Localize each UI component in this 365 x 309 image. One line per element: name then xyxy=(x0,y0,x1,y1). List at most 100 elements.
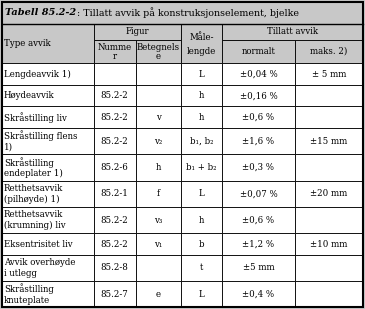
Text: v: v xyxy=(155,113,161,122)
Bar xyxy=(181,24,222,63)
Bar xyxy=(181,233,222,255)
Text: Skråstilling liv: Skråstilling liv xyxy=(4,112,67,123)
Bar xyxy=(2,2,363,24)
Bar xyxy=(135,40,181,63)
Bar xyxy=(94,233,135,255)
Text: ±0,6 %: ±0,6 % xyxy=(242,216,274,225)
Text: 1): 1) xyxy=(4,142,13,151)
Bar xyxy=(135,63,181,85)
Text: ±0,3 %: ±0,3 % xyxy=(242,163,274,172)
Bar xyxy=(295,233,363,255)
Text: Retthetsavvik: Retthetsavvik xyxy=(4,184,64,193)
Text: 85.2-7: 85.2-7 xyxy=(101,290,128,299)
Text: ±1,6 %: ±1,6 % xyxy=(242,137,274,146)
Text: endeplater 1): endeplater 1) xyxy=(4,169,63,178)
Text: ±0,16 %: ±0,16 % xyxy=(239,91,277,100)
Text: : Tillatt avvik på konstruksjonselement, bjelke: : Tillatt avvik på konstruksjonselement,… xyxy=(77,7,299,18)
Bar xyxy=(295,63,363,85)
Text: ±1,2 %: ±1,2 % xyxy=(242,239,274,248)
Text: b: b xyxy=(199,239,204,248)
Text: h: h xyxy=(199,91,204,100)
Text: b₁, b₂: b₁, b₂ xyxy=(190,137,213,146)
Text: 85.2-2: 85.2-2 xyxy=(101,239,128,248)
Bar xyxy=(222,63,295,85)
Bar xyxy=(295,154,363,181)
Text: 85.2-2: 85.2-2 xyxy=(101,113,128,122)
Bar xyxy=(222,154,295,181)
Bar xyxy=(2,85,94,107)
Bar xyxy=(222,40,295,63)
Text: maks. 2): maks. 2) xyxy=(310,47,347,56)
Text: (krumning) liv: (krumning) liv xyxy=(4,221,66,231)
Bar xyxy=(222,207,295,233)
Bar xyxy=(94,107,135,128)
Bar xyxy=(135,207,181,233)
Bar xyxy=(135,233,181,255)
Bar xyxy=(94,24,181,40)
Text: L: L xyxy=(199,189,204,198)
Text: L: L xyxy=(199,290,204,299)
Text: ±20 mm: ±20 mm xyxy=(310,189,347,198)
Text: Skråstilling: Skråstilling xyxy=(4,157,54,167)
Text: e: e xyxy=(155,290,161,299)
Text: h: h xyxy=(199,113,204,122)
Bar xyxy=(222,107,295,128)
Text: Tillatt avvik: Tillatt avvik xyxy=(267,28,318,36)
Bar xyxy=(94,207,135,233)
Text: ± 5 mm: ± 5 mm xyxy=(312,70,346,78)
Bar xyxy=(94,128,135,154)
Text: ±0,07 %: ±0,07 % xyxy=(239,189,277,198)
Text: normalt: normalt xyxy=(241,47,275,56)
Text: h: h xyxy=(199,216,204,225)
Text: v₃: v₃ xyxy=(154,216,162,225)
Text: Skråstilling flens: Skråstilling flens xyxy=(4,130,77,141)
Bar xyxy=(2,128,94,154)
Bar xyxy=(2,207,94,233)
Bar xyxy=(94,40,135,63)
Text: t: t xyxy=(200,264,203,273)
Text: Retthetsavvik: Retthetsavvik xyxy=(4,210,64,219)
Bar xyxy=(222,24,363,40)
Bar xyxy=(181,107,222,128)
Text: i utlegg: i utlegg xyxy=(4,269,37,278)
Bar xyxy=(295,281,363,307)
Bar xyxy=(181,207,222,233)
Text: v₁: v₁ xyxy=(154,239,162,248)
Text: r: r xyxy=(113,52,117,61)
Bar xyxy=(135,281,181,307)
Bar xyxy=(135,181,181,207)
Text: ±0,4 %: ±0,4 % xyxy=(242,290,274,299)
Bar xyxy=(2,181,94,207)
Bar xyxy=(222,233,295,255)
Text: 85.2-2: 85.2-2 xyxy=(101,216,128,225)
Text: f: f xyxy=(157,189,160,198)
Text: knuteplate: knuteplate xyxy=(4,296,50,305)
Text: L: L xyxy=(199,70,204,78)
Text: Figur: Figur xyxy=(126,28,149,36)
Bar xyxy=(295,181,363,207)
Bar xyxy=(135,255,181,281)
Bar xyxy=(2,233,94,255)
Bar xyxy=(2,63,94,85)
Bar xyxy=(94,154,135,181)
Bar xyxy=(135,154,181,181)
Bar xyxy=(181,281,222,307)
Bar xyxy=(222,181,295,207)
Text: ±0,6 %: ±0,6 % xyxy=(242,113,274,122)
Text: 85.2-1: 85.2-1 xyxy=(101,189,129,198)
Bar xyxy=(135,128,181,154)
Bar xyxy=(181,63,222,85)
Bar xyxy=(295,207,363,233)
Bar xyxy=(295,255,363,281)
Text: ±5 mm: ±5 mm xyxy=(243,264,274,273)
Text: Numme: Numme xyxy=(97,43,132,53)
Bar xyxy=(222,128,295,154)
Bar xyxy=(2,255,94,281)
Bar xyxy=(135,85,181,107)
Bar xyxy=(94,281,135,307)
Bar xyxy=(94,181,135,207)
Bar xyxy=(181,128,222,154)
Bar xyxy=(2,107,94,128)
Bar xyxy=(94,255,135,281)
Text: Lengdeavvik 1): Lengdeavvik 1) xyxy=(4,70,71,79)
